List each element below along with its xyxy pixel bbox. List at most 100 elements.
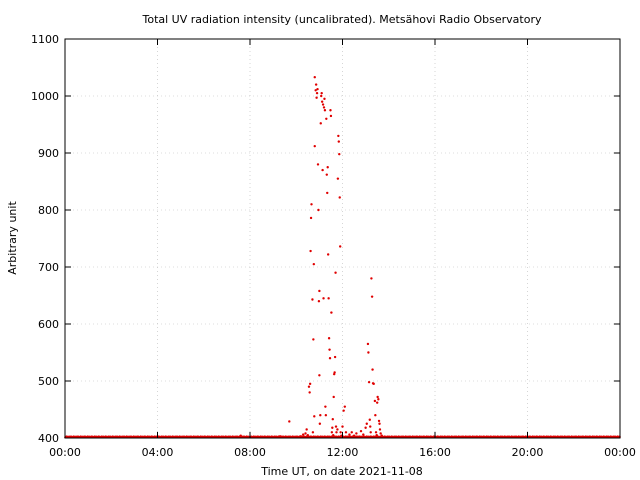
- data-point: [323, 109, 327, 112]
- data-point: [375, 401, 379, 404]
- data-point: [239, 434, 242, 437]
- data-point: [341, 425, 344, 428]
- data-point: [326, 253, 330, 256]
- data-point: [333, 355, 337, 359]
- data-point: [338, 152, 341, 156]
- data-point: [327, 297, 330, 300]
- data-point: [320, 100, 324, 103]
- data-point: [332, 395, 335, 399]
- data-point: [377, 419, 381, 423]
- data-point: [362, 433, 365, 436]
- data-point: [308, 382, 312, 386]
- data-point: [311, 431, 315, 434]
- data-point: [310, 203, 313, 206]
- data-point: [320, 91, 323, 95]
- data-point: [327, 337, 331, 340]
- data-point: [316, 87, 319, 91]
- data-point: [313, 75, 316, 79]
- data-point: [329, 109, 332, 112]
- data-point: [322, 297, 325, 300]
- data-point: [344, 431, 348, 434]
- data-point: [378, 428, 382, 431]
- data-point: [364, 426, 367, 429]
- chart-title: Total UV radiation intensity (uncalibrat…: [142, 13, 542, 26]
- data-point: [325, 117, 328, 121]
- data-point: [312, 338, 315, 341]
- data-point: [319, 414, 322, 417]
- data-point: [368, 418, 371, 421]
- data-point: [309, 249, 312, 253]
- data-point: [314, 89, 317, 92]
- data-point: [370, 277, 373, 280]
- data-point: [333, 371, 336, 374]
- data-point: [334, 425, 338, 428]
- data-point: [369, 431, 372, 434]
- data-point: [299, 435, 303, 438]
- data-point: [313, 415, 316, 418]
- data-point: [367, 351, 370, 354]
- data-point: [313, 144, 316, 148]
- data-point: [312, 262, 316, 266]
- data-point: [337, 134, 340, 138]
- data-point: [359, 429, 363, 433]
- x-tick-label: 04:00: [142, 446, 174, 459]
- data-point: [352, 434, 356, 437]
- data-point: [374, 414, 377, 417]
- data-point: [348, 433, 351, 436]
- data-point: [326, 191, 329, 195]
- data-point: [379, 432, 382, 435]
- y-tick-label: 700: [38, 261, 59, 274]
- data-point: [278, 435, 282, 438]
- data-point: [301, 433, 305, 436]
- data-point: [318, 289, 321, 293]
- data-point: [309, 216, 313, 220]
- data-point: [334, 271, 337, 274]
- x-axis-label: Time UT, on date 2021-11-08: [260, 465, 423, 478]
- data-point: [324, 405, 327, 408]
- x-tick-label: 12:00: [327, 446, 359, 459]
- data-point: [380, 434, 384, 437]
- data-point: [374, 431, 378, 434]
- data-point: [330, 311, 333, 314]
- data-point: [335, 431, 338, 434]
- data-point: [338, 196, 341, 199]
- data-point: [288, 420, 291, 423]
- data-point: [336, 428, 339, 431]
- axis-ticks: 00:00 04:00 08:00 12:00 16:00 20:00 00:0040050…: [31, 33, 636, 459]
- x-tick-label: 00:00: [49, 446, 81, 459]
- data-point: [316, 163, 320, 166]
- data-point: [328, 348, 331, 351]
- data-point: [370, 295, 374, 298]
- data-point: [308, 391, 311, 394]
- grid-lines: [65, 39, 620, 438]
- data-point: [355, 432, 358, 435]
- data-point: [372, 382, 375, 386]
- data-point: [306, 433, 310, 437]
- data-point: [325, 173, 328, 176]
- data-point: [320, 94, 323, 98]
- data-point: [304, 432, 307, 435]
- data-point: [343, 405, 347, 408]
- data-point: [357, 435, 360, 439]
- data-point: [315, 96, 318, 99]
- y-tick-label: 800: [38, 204, 59, 217]
- data-point: [378, 422, 381, 425]
- data-point: [305, 428, 308, 431]
- data-point: [326, 166, 329, 169]
- data-point: [340, 434, 343, 437]
- y-tick-label: 400: [38, 432, 59, 445]
- data-point: [323, 97, 326, 101]
- data-point: [331, 417, 334, 421]
- data-point: [375, 433, 378, 437]
- data-point: [330, 431, 334, 434]
- data-point: [365, 422, 368, 425]
- y-axis-label: Arbitrary unit: [6, 201, 19, 275]
- y-tick-label: 500: [38, 375, 59, 388]
- data-point: [317, 300, 321, 303]
- y-tick-label: 1100: [31, 33, 59, 46]
- data-point: [331, 426, 334, 429]
- y-tick-label: 900: [38, 147, 59, 160]
- data-point: [342, 409, 345, 412]
- x-tick-label: 16:00: [419, 446, 451, 459]
- data-point: [345, 435, 349, 439]
